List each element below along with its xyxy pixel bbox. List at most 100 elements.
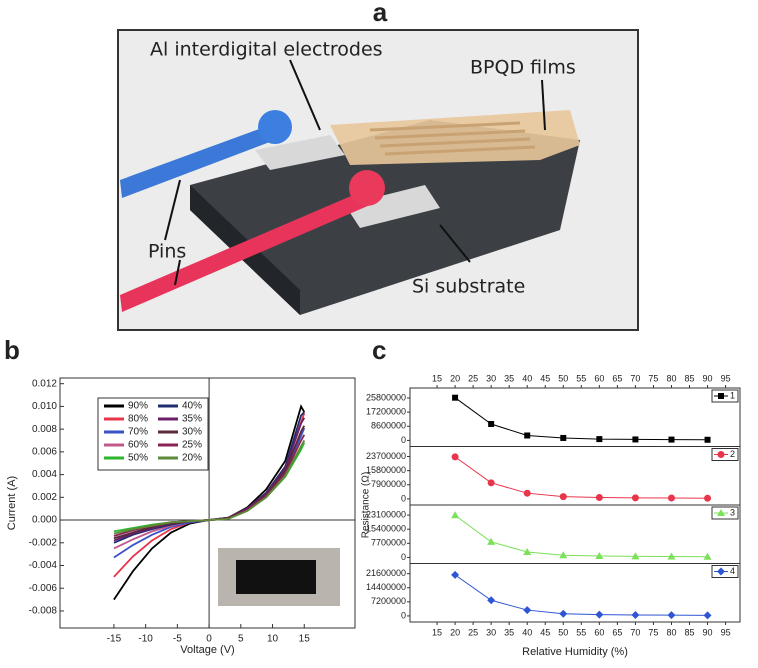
subplot-frame [409, 387, 741, 447]
x-tick-label: 40 [522, 373, 532, 383]
y-tick-label: 15800000 [366, 465, 406, 475]
series-line [454, 456, 708, 499]
diagram-label: Al interdigital electrodes [150, 39, 383, 61]
y-tick-label: 7200000 [371, 596, 406, 606]
legend-label: 1 [730, 390, 735, 400]
marker [559, 493, 567, 501]
y-tick-label: -0.006 [29, 583, 58, 594]
marker [560, 434, 567, 441]
x-axis-label: Voltage (V) [180, 644, 234, 656]
legend-label: 80% [128, 414, 148, 425]
x-tick-label: 90 [703, 627, 713, 637]
x-tick-label: 25 [468, 373, 478, 383]
x-tick-label: 90 [703, 373, 713, 383]
panel-label: b [4, 335, 20, 365]
marker [524, 432, 531, 439]
legend-label: 30% [182, 427, 202, 438]
leader [439, 224, 471, 263]
y-tick-label: 0 [401, 435, 406, 445]
marker [632, 436, 639, 443]
y-tick-label: 0.002 [32, 492, 57, 503]
y-tick-label: 8600000 [371, 421, 406, 431]
x-tick-label: 45 [540, 373, 550, 383]
y-tick-label: 0.004 [32, 469, 57, 480]
leader [289, 59, 321, 131]
x-tick-label: 15 [432, 373, 442, 383]
y-tick-label: 7900000 [371, 479, 406, 489]
pin [120, 125, 275, 198]
solder [349, 170, 385, 206]
x-tick-label: 80 [666, 627, 676, 637]
marker [667, 552, 676, 560]
y-tick-label: 0.010 [32, 401, 57, 412]
x-tick-label: 65 [612, 373, 622, 383]
legend-label: 70% [128, 427, 148, 438]
legend-marker [717, 509, 725, 516]
marker [488, 420, 495, 427]
legend-label: 4 [730, 566, 735, 576]
x-tick-label: 85 [685, 373, 695, 383]
marker [595, 610, 604, 619]
y-tick-label: 23100000 [366, 509, 406, 519]
y-tick-label: 0.008 [32, 424, 57, 435]
panel-label: a [373, 0, 388, 27]
y-tick-label: 0 [401, 493, 406, 503]
series-line [454, 397, 708, 441]
subplot-frame [409, 504, 741, 564]
y-tick-label: 15400000 [366, 524, 406, 534]
marker [667, 611, 676, 620]
x-tick-label: 95 [721, 627, 731, 637]
y-tick-label: 23700000 [366, 451, 406, 461]
marker [451, 453, 459, 461]
x-tick-label: 50 [558, 373, 568, 383]
marker [704, 494, 712, 502]
marker [487, 479, 495, 487]
series-line [454, 514, 708, 558]
marker [595, 551, 604, 559]
diagram-label: Pins [148, 241, 186, 263]
y-axis-label: Current (A) [6, 476, 18, 530]
marker [451, 570, 460, 579]
inset-device [236, 560, 316, 594]
y-tick-label: 17200000 [366, 407, 406, 417]
x-axis-label: Relative Humidity (%) [522, 646, 628, 658]
legend-label: 50% [128, 453, 148, 464]
y-tick-label: 0 [401, 610, 406, 620]
x-tick-label: 45 [540, 627, 550, 637]
x-tick-label: 0 [206, 634, 212, 645]
marker [523, 606, 532, 615]
y-tick-label: 14400000 [366, 582, 406, 592]
x-tick-label: 65 [612, 627, 622, 637]
x-tick-label: 20 [450, 373, 460, 383]
leader [164, 179, 181, 241]
marker [631, 494, 639, 502]
series-line [454, 574, 708, 616]
marker [559, 609, 568, 618]
marker [668, 436, 675, 443]
legend-label: 60% [128, 440, 148, 451]
marker [559, 551, 568, 559]
plot-frame [59, 377, 356, 629]
x-tick-label: -10 [138, 634, 153, 645]
marker [595, 493, 603, 501]
solder [258, 110, 292, 144]
y-axis-label: Resistance (Ω) [361, 472, 372, 538]
legend-marker [717, 451, 725, 458]
x-tick-label: 30 [486, 373, 496, 383]
pad [345, 185, 440, 228]
y-tick-label: 25800000 [366, 392, 406, 402]
legend-marker [717, 567, 725, 576]
x-tick-label: 35 [504, 627, 514, 637]
legend-marker [718, 393, 724, 399]
marker [704, 436, 711, 443]
x-tick-label: 40 [522, 627, 532, 637]
series-line [113, 440, 306, 535]
subplot-frame [409, 446, 741, 506]
legend-label: 3 [730, 507, 735, 517]
marker [631, 610, 640, 619]
y-tick-label: 21600000 [366, 568, 406, 578]
x-tick-label: 15 [299, 634, 311, 645]
marker [596, 436, 603, 443]
electrode-fingers [369, 121, 536, 156]
